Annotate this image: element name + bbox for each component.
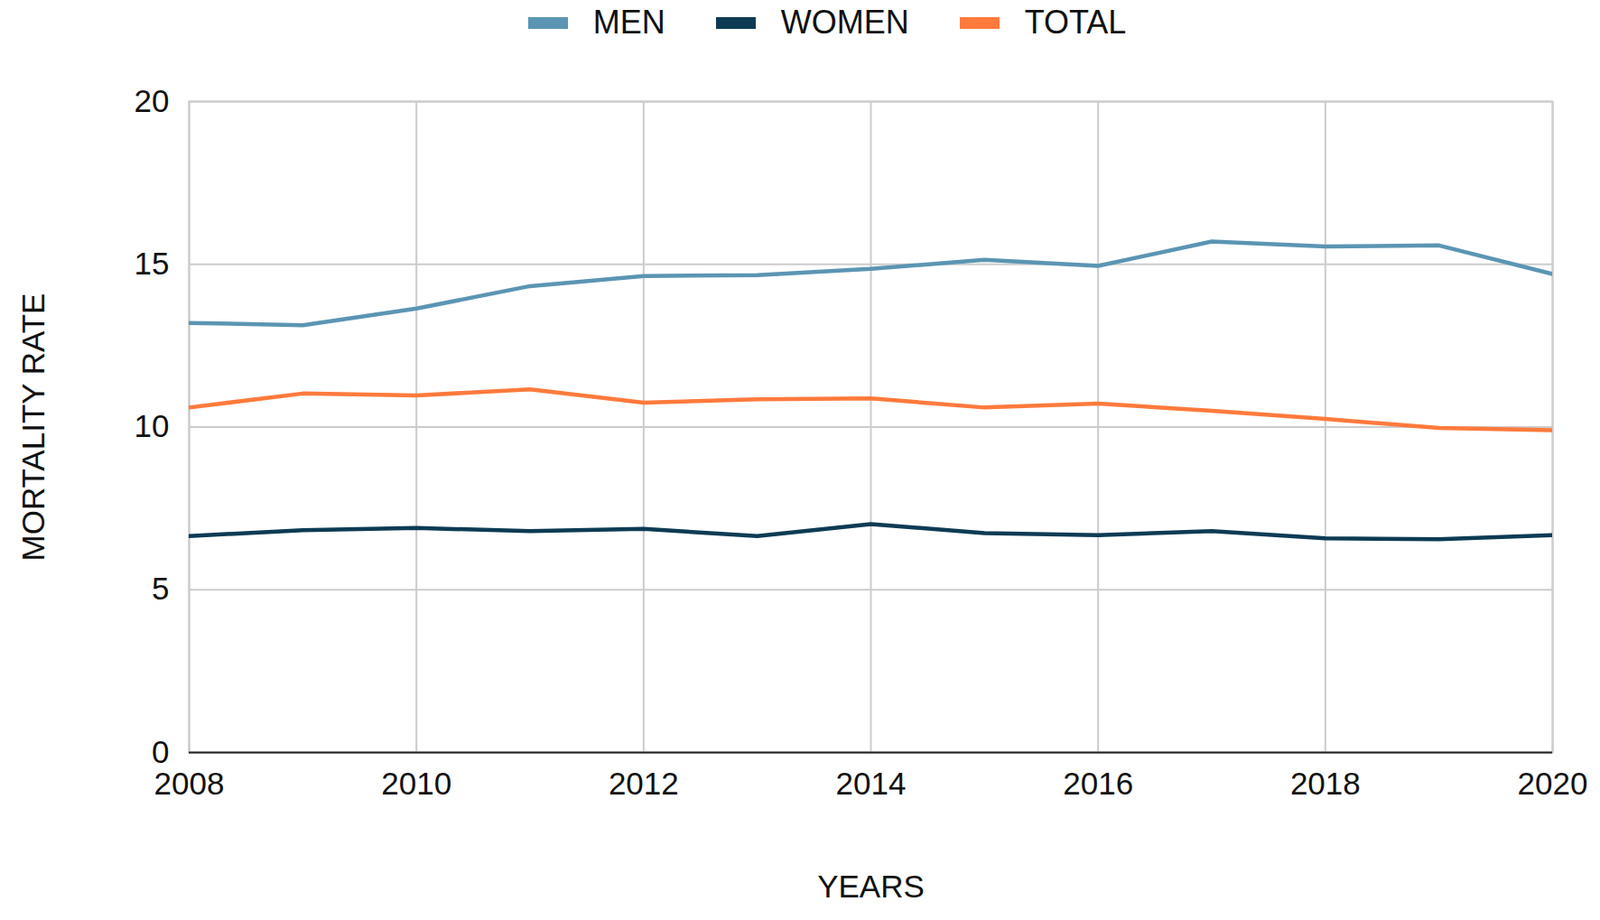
svg-text:0: 0 — [151, 734, 169, 770]
svg-text:2010: 2010 — [381, 765, 452, 801]
svg-text:2012: 2012 — [608, 765, 680, 801]
svg-text:15: 15 — [134, 245, 170, 281]
svg-text:2014: 2014 — [836, 765, 907, 801]
svg-text:MORTALITY RATE: MORTALITY RATE — [15, 293, 51, 562]
html-text:TOTAL: TOTAL — [1024, 3, 1127, 41]
svg-text:5: 5 — [151, 570, 169, 606]
svg-text:YEARS: YEARS — [817, 868, 925, 904]
svg-text:2016: 2016 — [1062, 765, 1134, 801]
html-text:MEN: MEN — [592, 3, 666, 41]
svg-text:20: 20 — [134, 83, 170, 119]
svg-text:10: 10 — [134, 408, 170, 444]
svg-text:2020: 2020 — [1517, 765, 1589, 801]
svg-text:2018: 2018 — [1290, 765, 1361, 801]
html-text:WOMEN: WOMEN — [780, 3, 909, 41]
svg-text:2008: 2008 — [154, 765, 225, 801]
